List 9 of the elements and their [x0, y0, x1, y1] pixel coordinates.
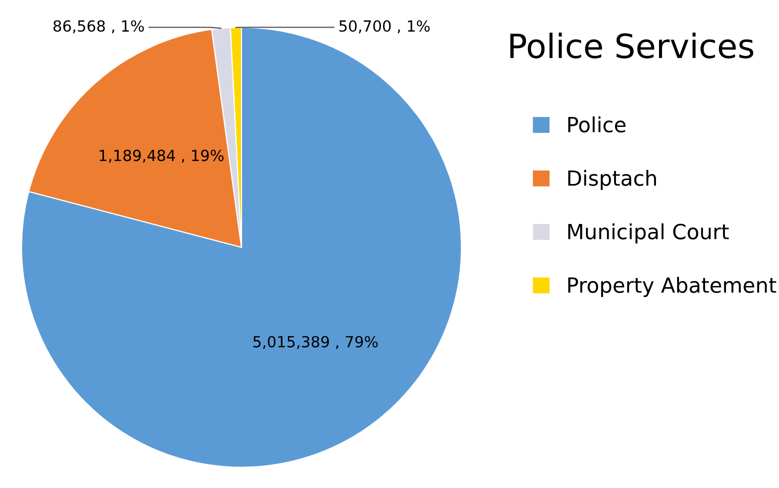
data-label: 50,700 , 1%	[339, 20, 430, 34]
legend-label: Municipal Court	[568, 223, 729, 244]
legend-label: Property Abatement	[568, 276, 776, 297]
chart-title: Police Services	[510, 32, 754, 58]
data-label: 86,568 , 1%	[53, 20, 144, 34]
data-label: 5,015,389 , 79%	[253, 336, 378, 350]
legend-label: Disptach	[568, 170, 656, 190]
data-label: 1,189,484 , 19%	[100, 150, 224, 163]
legend-label: Police	[568, 116, 626, 132]
